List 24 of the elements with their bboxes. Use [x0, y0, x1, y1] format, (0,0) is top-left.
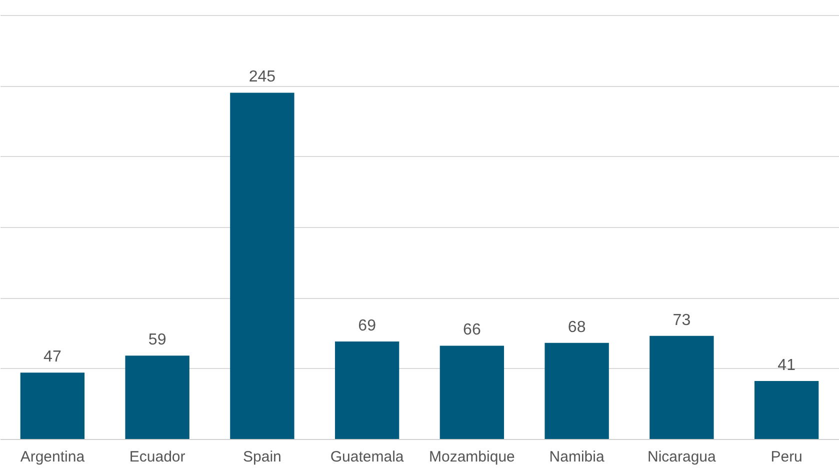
x-tick-label: Argentina: [20, 448, 86, 466]
data-label: 41: [778, 357, 796, 374]
x-tick-label: Namibia: [549, 448, 605, 466]
data-label: 47: [44, 348, 62, 366]
bar: [125, 356, 190, 439]
x-tick-label: Nicaragua: [648, 448, 717, 466]
x-tick-label: Guatemala: [330, 448, 404, 466]
bar: [544, 342, 609, 439]
data-label: 59: [148, 332, 166, 349]
bar: [230, 92, 294, 439]
data-label: 66: [463, 322, 481, 339]
data-label: 69: [358, 317, 376, 334]
x-tick-label: Mozambique: [428, 448, 515, 466]
x-tick-label: Peru: [770, 448, 802, 466]
bar: [20, 372, 85, 439]
bar: [440, 346, 504, 439]
data-label: 245: [248, 68, 276, 86]
bar: [334, 341, 400, 439]
x-tick-label: Spain: [243, 448, 282, 466]
data-label: 73: [672, 312, 691, 329]
x-tick-label: Ecuador: [129, 448, 186, 466]
data-label: 68: [568, 318, 586, 336]
bar: [650, 336, 714, 439]
bar: [754, 381, 819, 439]
